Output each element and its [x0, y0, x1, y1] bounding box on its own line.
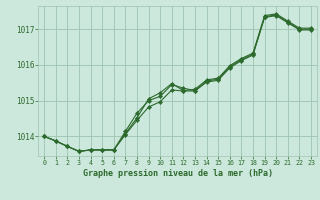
X-axis label: Graphe pression niveau de la mer (hPa): Graphe pression niveau de la mer (hPa) [83, 169, 273, 178]
